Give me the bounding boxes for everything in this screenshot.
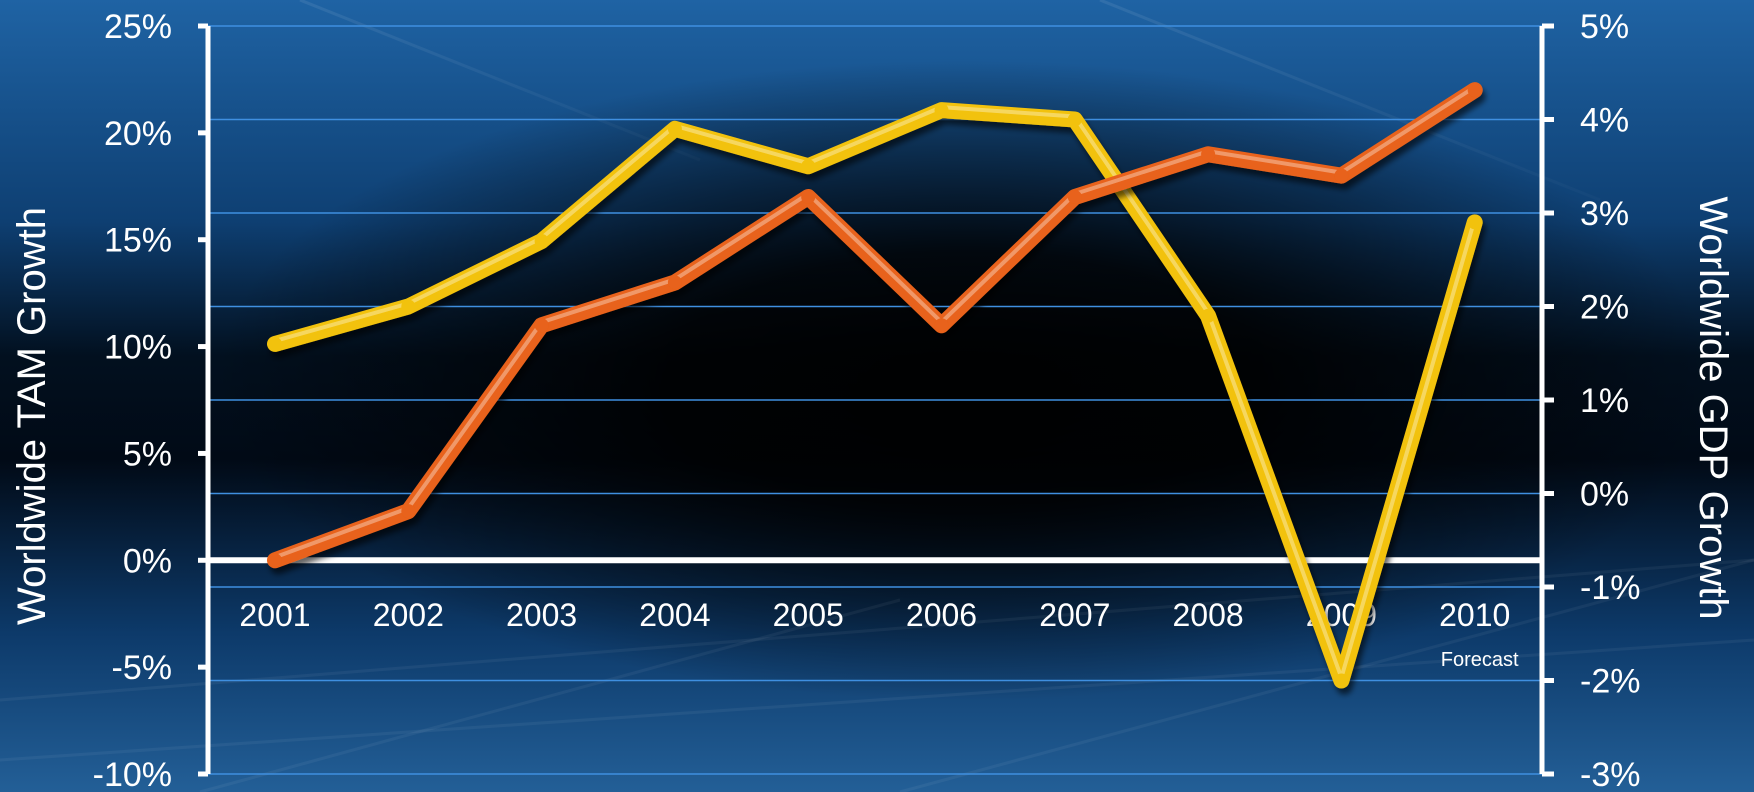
left-tick-label: -10% [93,756,172,792]
data-point [534,234,549,249]
left-tick-label: 0% [123,542,172,580]
series-line [267,82,1483,569]
left-axis-ticks: 25% 20% 15% 10% 5% 0% -5% -10% [93,8,208,792]
data-point [401,504,416,519]
category-label: 2004 [639,597,710,633]
data-point [401,299,416,314]
left-tick-label: -5% [112,649,172,687]
data-point [1201,308,1216,323]
category-labels: 2001 2002 2003 2004 2005 2006 2007 2008 2009 2010… [239,597,1519,671]
right-tick-label: 0% [1580,476,1629,514]
left-tick-label: 20% [104,115,172,153]
data-point [268,553,282,568]
left-tick-label: 5% [123,435,172,473]
right-tick-label: 5% [1580,8,1629,46]
right-tick-label: -2% [1580,663,1640,701]
series-line [267,102,1483,689]
category-label: 2010 [1439,597,1510,633]
category-label: 2002 [373,597,444,633]
gdp-growth-series [267,102,1483,689]
right-axis-title: Worldwide GDP Growth [1691,196,1735,619]
data-point [534,318,549,333]
data-point [801,159,816,174]
data-point [1334,168,1349,183]
category-label: 2007 [1039,597,1110,633]
data-point [1067,112,1082,127]
left-tick-label: 25% [104,8,172,46]
data-point [1334,673,1349,688]
data-point [667,275,682,290]
right-tick-label: 3% [1580,195,1629,233]
tam-growth-series [267,82,1483,569]
data-point [934,318,949,333]
data-point [1201,147,1216,162]
series-highlight [273,105,1477,680]
data-point [801,189,816,204]
right-tick-label: 1% [1580,382,1629,420]
right-tick-label: 4% [1580,102,1629,140]
series-lines [267,82,1483,689]
left-tick-label: 15% [104,222,172,260]
right-tick-label: 2% [1580,289,1629,327]
category-label: 2005 [773,597,844,633]
category-label: 2003 [506,597,577,633]
data-point [1067,189,1082,204]
data-point [1467,215,1482,230]
forecast-note: Forecast [1441,649,1519,671]
right-tick-label: -3% [1580,756,1640,792]
category-label: 2001 [239,597,310,633]
data-point [934,103,949,118]
gridlines [208,25,1542,775]
left-tick-label: 10% [104,329,172,367]
left-axis-title: Worldwide TAM Growth [10,207,54,625]
data-point [667,121,682,136]
data-point [268,336,282,351]
right-tick-label: -1% [1580,569,1640,607]
series-highlight [273,85,1477,560]
category-label: 2008 [1173,597,1244,633]
right-axis-ticks: 5% 4% 3% 2% 1% 0% -1% -2% -3% [1542,8,1640,792]
data-point [1467,83,1482,98]
category-label: 2006 [906,597,977,633]
